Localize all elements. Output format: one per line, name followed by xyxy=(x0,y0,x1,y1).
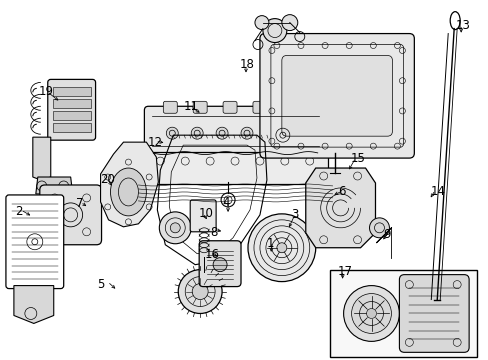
Circle shape xyxy=(281,15,297,31)
FancyBboxPatch shape xyxy=(287,101,301,113)
Polygon shape xyxy=(305,168,375,248)
FancyBboxPatch shape xyxy=(190,200,216,232)
Circle shape xyxy=(241,127,252,139)
Bar xyxy=(53,111,90,120)
Polygon shape xyxy=(14,285,54,323)
Text: 18: 18 xyxy=(240,58,254,72)
Circle shape xyxy=(178,270,222,314)
Bar xyxy=(53,123,90,132)
Polygon shape xyxy=(136,152,334,184)
Circle shape xyxy=(213,258,226,272)
FancyBboxPatch shape xyxy=(260,33,413,158)
Text: 5: 5 xyxy=(98,278,105,291)
FancyBboxPatch shape xyxy=(223,101,237,113)
Text: 2: 2 xyxy=(15,205,22,218)
Circle shape xyxy=(351,293,390,333)
FancyBboxPatch shape xyxy=(144,106,326,156)
Text: 9: 9 xyxy=(383,228,390,241)
Circle shape xyxy=(265,127,277,139)
Text: 10: 10 xyxy=(198,207,213,220)
Circle shape xyxy=(369,218,388,238)
FancyBboxPatch shape xyxy=(40,185,102,245)
Text: 16: 16 xyxy=(205,248,220,261)
Text: 8: 8 xyxy=(210,226,217,239)
FancyBboxPatch shape xyxy=(310,101,324,113)
Circle shape xyxy=(247,214,315,282)
Text: 15: 15 xyxy=(350,152,365,165)
FancyBboxPatch shape xyxy=(252,101,266,113)
Text: 7: 7 xyxy=(76,197,83,210)
Polygon shape xyxy=(36,177,73,194)
Circle shape xyxy=(254,15,268,30)
Text: 4: 4 xyxy=(222,196,229,209)
Text: 13: 13 xyxy=(454,19,469,32)
Circle shape xyxy=(290,127,302,139)
Circle shape xyxy=(170,223,180,233)
Text: 1: 1 xyxy=(266,237,274,250)
Circle shape xyxy=(191,127,203,139)
Text: 19: 19 xyxy=(39,85,54,98)
Circle shape xyxy=(263,19,286,42)
FancyBboxPatch shape xyxy=(193,101,207,113)
Polygon shape xyxy=(101,142,158,227)
Text: 14: 14 xyxy=(429,185,445,198)
Circle shape xyxy=(276,243,286,253)
FancyBboxPatch shape xyxy=(6,195,63,289)
Bar xyxy=(329,270,476,357)
FancyBboxPatch shape xyxy=(281,55,392,136)
FancyBboxPatch shape xyxy=(199,241,241,287)
Circle shape xyxy=(159,212,191,244)
Circle shape xyxy=(343,285,399,341)
Polygon shape xyxy=(33,137,51,180)
Bar xyxy=(53,87,90,96)
Circle shape xyxy=(216,127,227,139)
Circle shape xyxy=(192,284,208,300)
Text: 20: 20 xyxy=(101,173,115,186)
Text: 17: 17 xyxy=(337,265,352,278)
Text: 12: 12 xyxy=(147,136,162,149)
FancyBboxPatch shape xyxy=(48,80,95,140)
Bar xyxy=(53,99,90,108)
Text: 3: 3 xyxy=(290,208,298,221)
Text: 11: 11 xyxy=(183,100,198,113)
Circle shape xyxy=(366,309,376,319)
Text: 6: 6 xyxy=(337,185,345,198)
FancyBboxPatch shape xyxy=(163,101,177,113)
Circle shape xyxy=(166,127,178,139)
FancyBboxPatch shape xyxy=(399,275,468,352)
Ellipse shape xyxy=(110,168,146,216)
